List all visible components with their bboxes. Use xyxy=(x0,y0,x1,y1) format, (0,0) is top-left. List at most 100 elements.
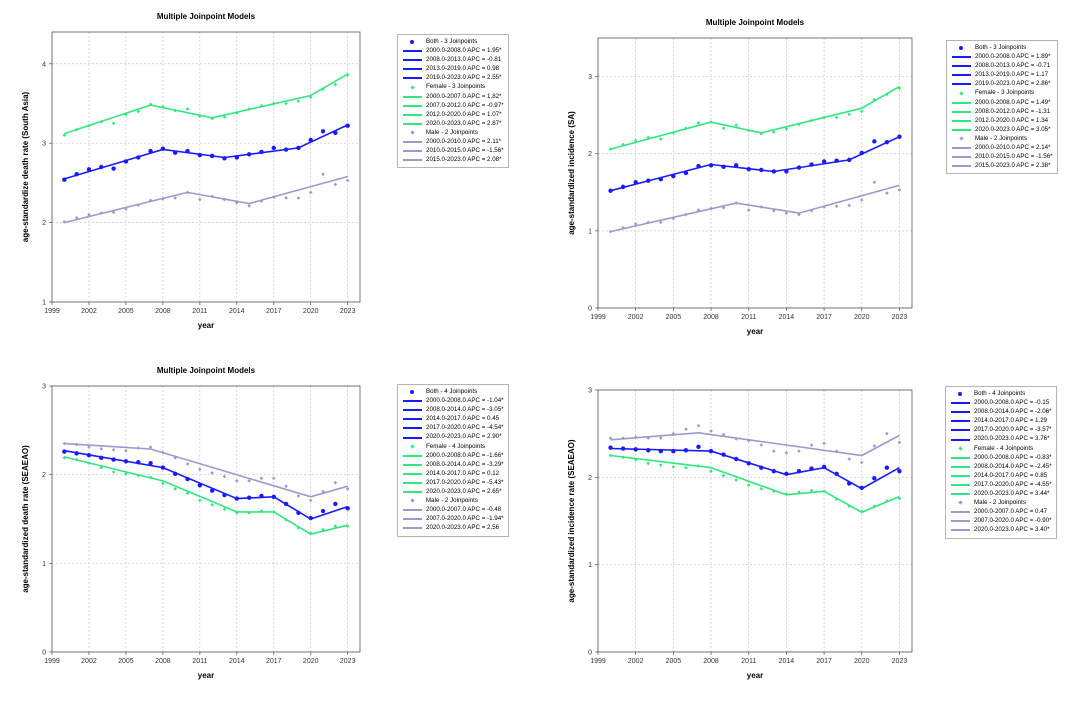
x-tick-label: 1999 xyxy=(44,658,60,665)
data-point-female xyxy=(333,82,338,87)
y-axis-label: age-standardized incidence (SA) xyxy=(567,111,576,235)
data-point-male xyxy=(772,449,776,453)
data-point-female xyxy=(784,492,789,496)
legend-segment-label: 2017.0-2020.0 APC = -4.54* xyxy=(426,424,504,432)
legend-segment: 2020.0-2023.0 APC = 2.56 xyxy=(402,523,504,532)
legend-line-swatch xyxy=(950,489,974,498)
legend-line-swatch xyxy=(950,435,974,444)
x-tick-label: 2011 xyxy=(192,308,207,315)
data-point-both xyxy=(320,129,326,134)
data-point-male xyxy=(746,208,751,212)
data-point-female xyxy=(772,489,776,494)
legend-line-swatch xyxy=(402,478,426,487)
data-point-female xyxy=(308,531,313,535)
data-point-male xyxy=(834,449,839,453)
data-point-male xyxy=(198,467,202,472)
data-point-both xyxy=(834,471,839,477)
data-point-female xyxy=(308,95,313,99)
data-point-female xyxy=(345,524,350,528)
legend-line-swatch xyxy=(402,101,426,110)
legend-segment: 2000.0-2008.0 APC = -1.66* xyxy=(402,451,504,460)
legend-segment: 2014.0-2017.0 APC = 0.12 xyxy=(402,469,504,478)
data-point-both xyxy=(123,159,129,164)
data-point-female xyxy=(696,121,701,125)
legend-segment-label: 2008.0-2013.0 APC = -0.81 xyxy=(426,56,502,64)
legend-segment-label: 2007.0-2020.0 APC = -1.94* xyxy=(426,515,504,523)
series-male xyxy=(62,441,350,503)
legend-line-swatch xyxy=(402,423,426,432)
data-point-female xyxy=(734,123,738,127)
legend-segment: 2014.0-2017.0 APC = 0.85 xyxy=(950,471,1052,480)
fit-line-male xyxy=(64,175,348,224)
data-point-both xyxy=(708,448,714,454)
legend: Both - 3 Joinpoints 2000.0-2008.0 APC = 1… xyxy=(946,40,1058,175)
data-point-female xyxy=(797,122,801,127)
data-point-female xyxy=(198,498,202,503)
x-tick-label: 2002 xyxy=(81,308,97,315)
data-point-female xyxy=(222,507,227,512)
data-point-male xyxy=(308,498,313,503)
legend-line-swatch xyxy=(950,471,974,480)
legend-segment: 2014.0-2017.0 APC = 1.29 xyxy=(950,416,1052,425)
legend-entry-both: Both - 4 Joinpoints xyxy=(402,387,504,396)
series-female xyxy=(608,453,902,514)
data-point-female xyxy=(296,99,301,103)
legend-segment-label: 2020.0-2023.0 APC = 3.76* xyxy=(974,435,1050,443)
legend-entry-female: Female - 3 Joinpoints xyxy=(951,88,1053,97)
x-tick-label: 2014 xyxy=(229,658,245,665)
legend-segment-label: 2017.0-2020.0 APC = -4.55* xyxy=(974,480,1052,488)
legend-marker xyxy=(951,89,975,98)
x-tick-label: 2005 xyxy=(118,308,134,315)
data-point-male xyxy=(684,427,688,432)
data-point-male xyxy=(721,205,726,210)
x-tick-label: 2014 xyxy=(229,308,245,315)
legend-segment: 2000.0-2007.0 APC = 1.82* xyxy=(402,92,504,101)
data-point-male xyxy=(136,203,141,207)
legend-segment-label: 2000.0-2007.0 APC = -0.48 xyxy=(426,506,502,514)
data-point-male xyxy=(847,457,851,461)
data-point-female xyxy=(847,112,851,117)
data-point-male xyxy=(709,206,713,211)
data-point-female xyxy=(99,465,104,470)
legend-entry-male: Male - 2 Joinpoints xyxy=(402,496,504,505)
data-point-male xyxy=(797,212,801,217)
legend-segment-label: 2014.0-2017.0 APC = 0.85 xyxy=(974,471,1048,479)
fit-line-male xyxy=(610,431,900,457)
y-tick-label: 3 xyxy=(588,388,592,395)
data-point-male xyxy=(759,443,764,447)
data-point-male xyxy=(198,197,202,202)
legend-segment-label: 2013.0-2019.0 APC = 0.98 xyxy=(426,65,500,73)
plot-frame xyxy=(51,385,361,653)
data-point-female xyxy=(784,127,789,131)
legend-segment: 2000.0-2008.0 APC = 1.89* xyxy=(951,52,1053,61)
legend-segment-label: 2017.0-2020.0 APC = -3.57* xyxy=(974,426,1052,434)
legend-label: Both - 3 Joinpoints xyxy=(975,44,1027,51)
data-point-female xyxy=(321,527,325,532)
data-point-male xyxy=(345,178,350,183)
legend-label: Both - 4 Joinpoints xyxy=(426,388,478,395)
data-point-both xyxy=(259,493,264,499)
data-point-male xyxy=(897,188,902,192)
data-point-female xyxy=(608,453,613,458)
legend-segment: 2019.0-2023.0 APC = 2.86* xyxy=(951,79,1053,88)
data-point-male xyxy=(185,190,190,195)
legend-line-swatch xyxy=(950,416,974,425)
data-point-male xyxy=(684,212,688,217)
legend-label: Male - 2 Joinpoints xyxy=(426,128,478,136)
data-point-female xyxy=(296,526,301,530)
legend-line-swatch xyxy=(402,73,426,82)
data-point-female xyxy=(185,107,190,111)
data-point-female xyxy=(621,455,625,460)
data-point-male xyxy=(822,441,826,446)
legend-line-swatch xyxy=(402,146,426,155)
legend: Both - 4 Joinpoints 2000.0-2008.0 APC = -… xyxy=(945,386,1057,539)
legend-segment: 2020.0-2023.0 APC = 3.44* xyxy=(950,489,1052,498)
data-point-both xyxy=(608,188,613,193)
data-point-both xyxy=(746,166,751,172)
data-point-female xyxy=(772,130,776,134)
x-tick-label: 2020 xyxy=(854,658,870,665)
x-tick-label: 2011 xyxy=(741,314,756,321)
data-point-female xyxy=(111,121,116,126)
data-point-both xyxy=(62,177,67,182)
data-point-both xyxy=(99,164,104,170)
